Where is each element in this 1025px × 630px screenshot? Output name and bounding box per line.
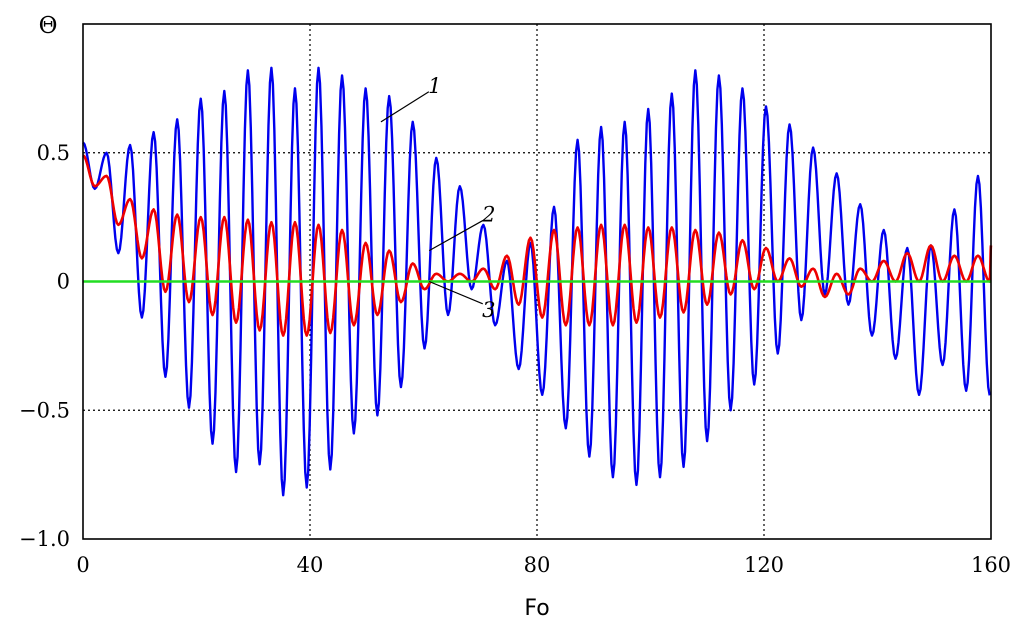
tick-labels: 0 40 80 120 160 0.5 0 −0.5 −1.0	[19, 141, 1011, 577]
x-tick-label: 40	[297, 553, 324, 577]
annotations: 1 2 3	[380, 74, 495, 322]
grid	[83, 24, 991, 539]
annotation-leader-line	[428, 280, 483, 305]
series-2-line	[82, 154, 993, 337]
x-tick-label: 160	[971, 553, 1011, 577]
series-layer	[82, 66, 993, 497]
y-tick-label: −0.5	[19, 398, 70, 422]
x-tick-label: 120	[744, 553, 784, 577]
x-tick-label: 0	[76, 553, 89, 577]
annotation-label: 2	[481, 203, 495, 227]
plot-border	[82, 23, 992, 540]
x-tick-label: 80	[524, 553, 551, 577]
annotation-leader-line	[380, 91, 430, 123]
y-tick-label: −1.0	[19, 527, 70, 551]
series-1-line	[82, 66, 991, 497]
y-tick-label: 0.5	[37, 141, 70, 165]
y-axis-title: Θ	[39, 13, 58, 39]
annotation-label: 3	[482, 298, 495, 322]
annotation-label: 1	[428, 74, 441, 98]
annotation-leader-line	[428, 220, 484, 252]
y-tick-label: 0	[57, 270, 70, 294]
plot-frame	[82, 23, 992, 540]
x-axis-title: Fo	[524, 596, 549, 621]
